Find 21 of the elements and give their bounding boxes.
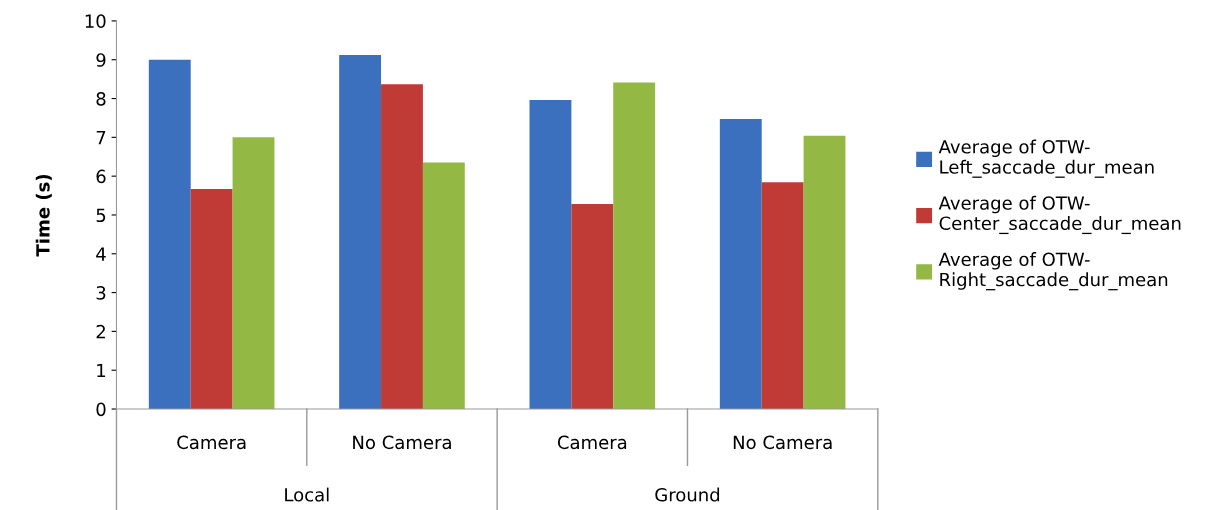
legend-label: Average of OTW-Left_saccade_dur_mean: [938, 139, 1154, 178]
legend-label: Average of OTW-Center_saccade_dur_mean: [938, 195, 1181, 235]
y-tick-label: 0: [96, 402, 106, 417]
x-tick-label: Camera: [177, 435, 246, 450]
y-tick-label: 9: [96, 53, 106, 67]
y-tick-label: 6: [96, 169, 106, 184]
y-tick-label: 4: [96, 247, 106, 261]
x-tick-label: No Camera: [733, 435, 832, 450]
x-tick-label: Camera: [557, 435, 627, 450]
y-tick-label: 8: [96, 91, 106, 106]
text: Local: [285, 487, 329, 502]
text: Ground: [655, 487, 720, 502]
y-tick-label: 7: [96, 131, 106, 145]
x-tick-label: No Camera: [353, 435, 451, 450]
y-tick-label: 2: [96, 324, 105, 339]
y-tick-label: 3: [96, 286, 106, 300]
legend-label: Average of OTW-Right_saccade_dur_mean: [938, 252, 1168, 291]
y-tick-label: 5: [96, 208, 106, 223]
y-axis-title: Time (s): [35, 174, 52, 257]
y-tick-label: 10: [85, 14, 106, 29]
y-tick-label: 1: [97, 363, 106, 378]
